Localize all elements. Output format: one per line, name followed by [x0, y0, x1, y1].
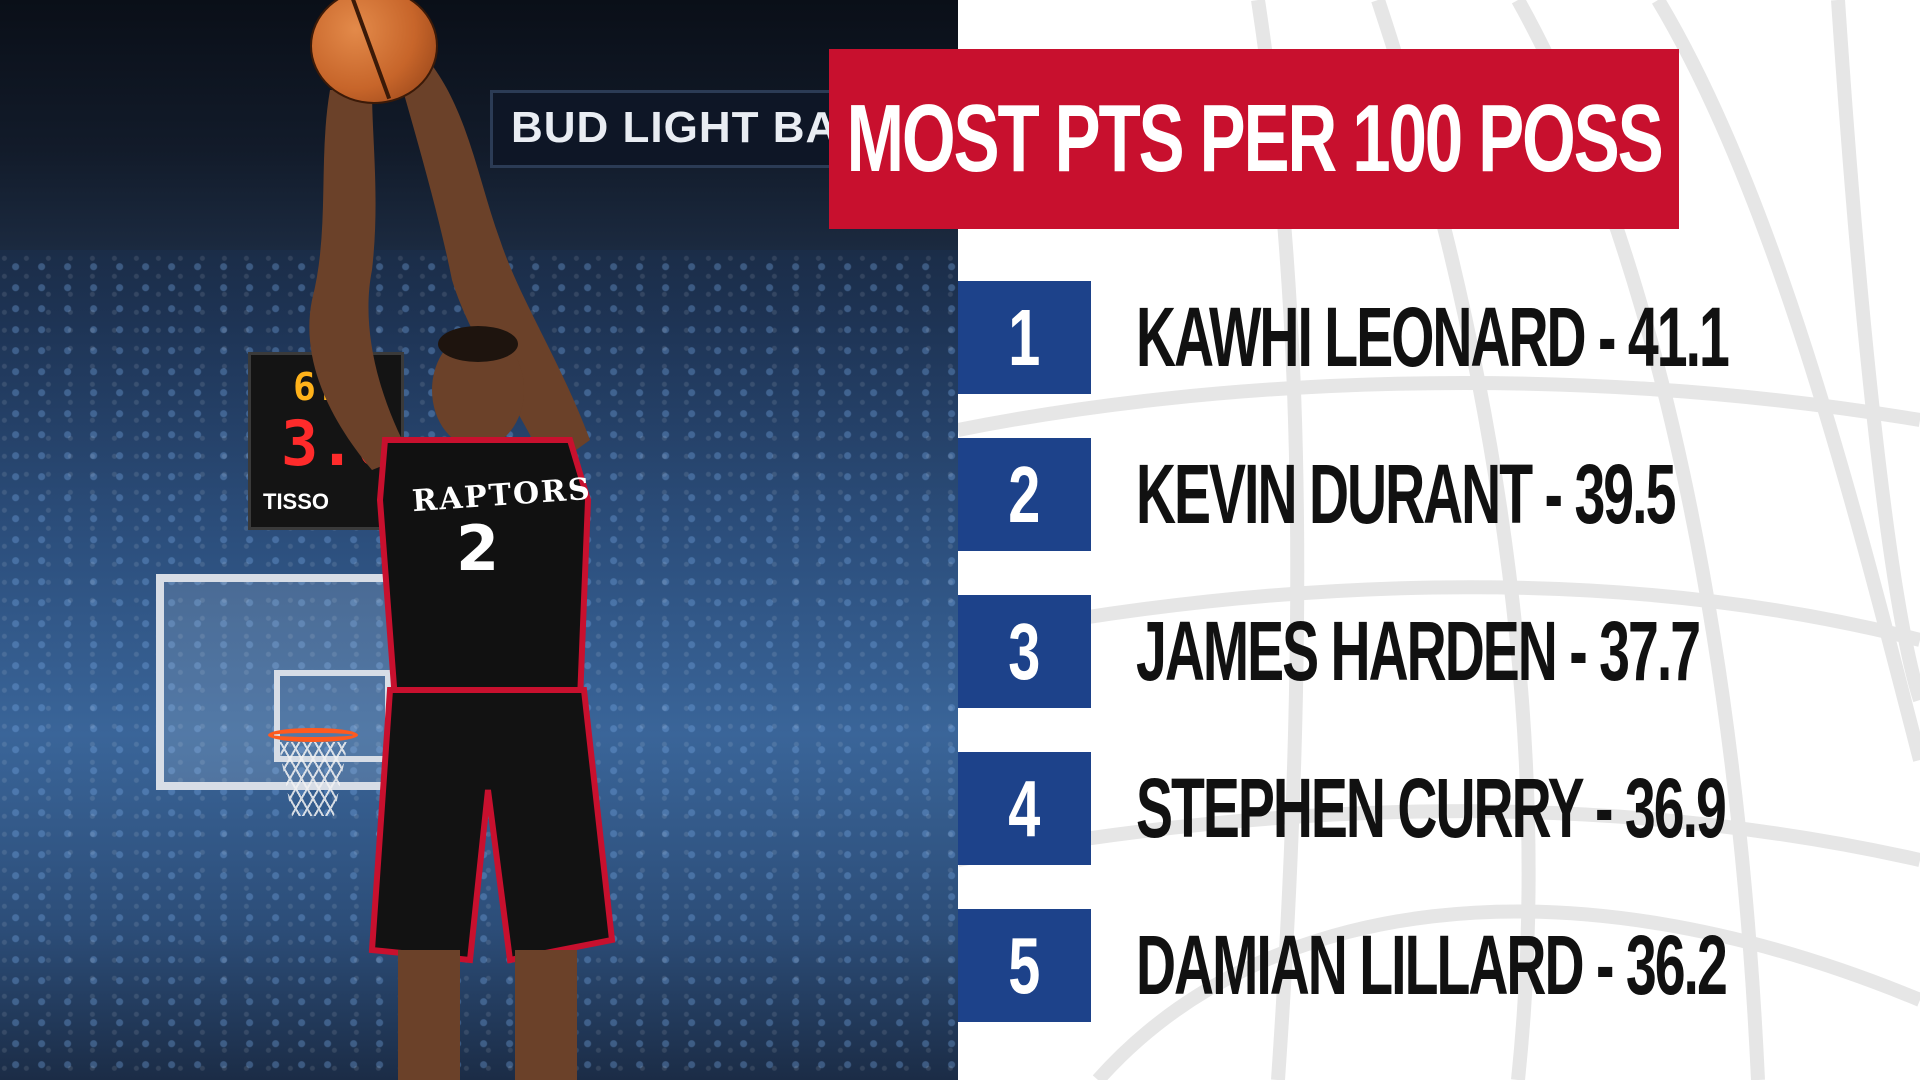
player-stat-label: DAMIAN LILLARD - 36.2: [1136, 918, 1728, 1012]
player-stat-label: KAWHI LEONARD - 41.1: [1136, 290, 1730, 384]
player-hair: [438, 326, 518, 362]
rank-badge: 1: [958, 281, 1091, 394]
ranking-row-3: 3 JAMES HARDEN - 37.7: [958, 595, 1718, 708]
player-shorts: [368, 687, 616, 964]
player-stat-label: JAMES HARDEN - 37.7: [1136, 604, 1701, 698]
ranking-row-1: 1 KAWHI LEONARD - 41.1: [958, 281, 1730, 394]
rank-number: 3: [1008, 606, 1041, 696]
rank-badge: 3: [958, 595, 1091, 708]
banner-text: BUD LIGHT BA: [511, 103, 839, 152]
player-right-arm: [400, 60, 590, 470]
player-right-leg: [515, 950, 577, 1080]
rank-badge: 4: [958, 752, 1091, 865]
hoop-rim: [268, 728, 358, 742]
ranking-row-5: 5 DAMIAN LILLARD - 36.2: [958, 909, 1728, 1022]
player-stat-label: STEPHEN CURRY - 36.9: [1136, 761, 1727, 855]
player-photo: BUD LIGHT BA 6: 3.0 TISSO RAPTORS 2: [0, 0, 958, 1080]
basketball: [310, 0, 438, 104]
player-left-arm: [309, 90, 410, 470]
rank-badge: 2: [958, 438, 1091, 551]
rank-number: 4: [1008, 763, 1041, 853]
background-ball-lines: [958, 0, 1920, 1080]
rank-number: 2: [1008, 449, 1041, 539]
shot-clock-brand: TISSO: [263, 489, 330, 514]
rank-number: 5: [1008, 920, 1041, 1010]
player-silhouette: [309, 60, 616, 1080]
player-left-leg: [398, 950, 460, 1080]
jersey-number: 2: [456, 512, 500, 585]
rank-number: 1: [1008, 292, 1041, 382]
player-stat-label: KEVIN DURANT - 39.5: [1136, 447, 1676, 541]
ranking-row-4: 4 STEPHEN CURRY - 36.9: [958, 752, 1727, 865]
graphic-title: MOST PTS PER 100 POSS: [846, 85, 1663, 192]
title-banner: MOST PTS PER 100 POSS: [829, 49, 1679, 229]
player-head: [432, 332, 524, 448]
ranking-row-2: 2 KEVIN DURANT - 39.5: [958, 438, 1718, 551]
rank-badge: 5: [958, 909, 1091, 1022]
